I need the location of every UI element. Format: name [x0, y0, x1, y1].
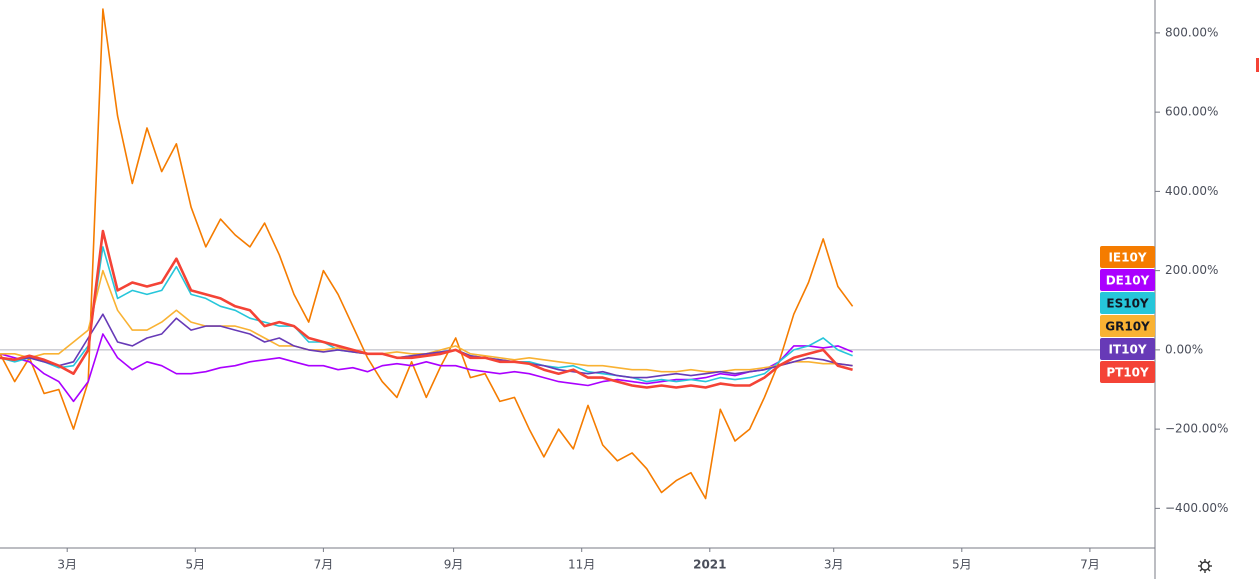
plot-area: [0, 8, 1155, 500]
legend-label: IE10Y: [1108, 251, 1146, 265]
series-line: [0, 229, 853, 389]
legend-label: IT10Y: [1108, 343, 1146, 357]
y-tick-label: 0.00%: [1165, 342, 1203, 356]
x-tick-label: 3月: [57, 558, 77, 572]
y-tick-label: 200.00%: [1165, 263, 1218, 277]
legend-swatch: [1100, 292, 1155, 314]
legend-label: PT10Y: [1106, 366, 1149, 380]
legend-swatch: [1100, 315, 1155, 337]
x-tick-label: 2021: [693, 558, 726, 572]
legend-swatch: [1100, 269, 1155, 291]
y-tick-label: 400.00%: [1165, 184, 1218, 198]
x-tick-label: 3月: [824, 558, 844, 572]
x-tick-label: 7月: [1080, 558, 1100, 572]
series-line: [0, 333, 853, 403]
y-tick-label: 800.00%: [1165, 25, 1218, 39]
x-tick-label: 5月: [952, 558, 972, 572]
legend-swatch: [1100, 361, 1155, 383]
legend-swatch: [1100, 338, 1155, 360]
legend-label: ES10Y: [1106, 297, 1149, 311]
x-tick-label: 9月: [444, 558, 464, 572]
y-tick-label: 600.00%: [1165, 105, 1218, 119]
y-tick-label: −400.00%: [1165, 501, 1228, 515]
side-marker: [1256, 58, 1259, 72]
x-tick-label: 11月: [568, 558, 595, 572]
gear-ring: [1200, 561, 1210, 571]
series-line: [0, 8, 854, 500]
legend-swatch: [1100, 246, 1155, 268]
x-tick-label: 5月: [185, 558, 205, 572]
series-line: [0, 313, 853, 379]
legend-label: DE10Y: [1106, 274, 1150, 288]
legend-label: GR10Y: [1105, 320, 1150, 334]
y-tick-label: −200.00%: [1165, 422, 1228, 436]
gear-teeth: [1198, 559, 1212, 573]
x-tick-label: 7月: [314, 558, 334, 572]
settings-icon[interactable]: [1198, 559, 1212, 573]
